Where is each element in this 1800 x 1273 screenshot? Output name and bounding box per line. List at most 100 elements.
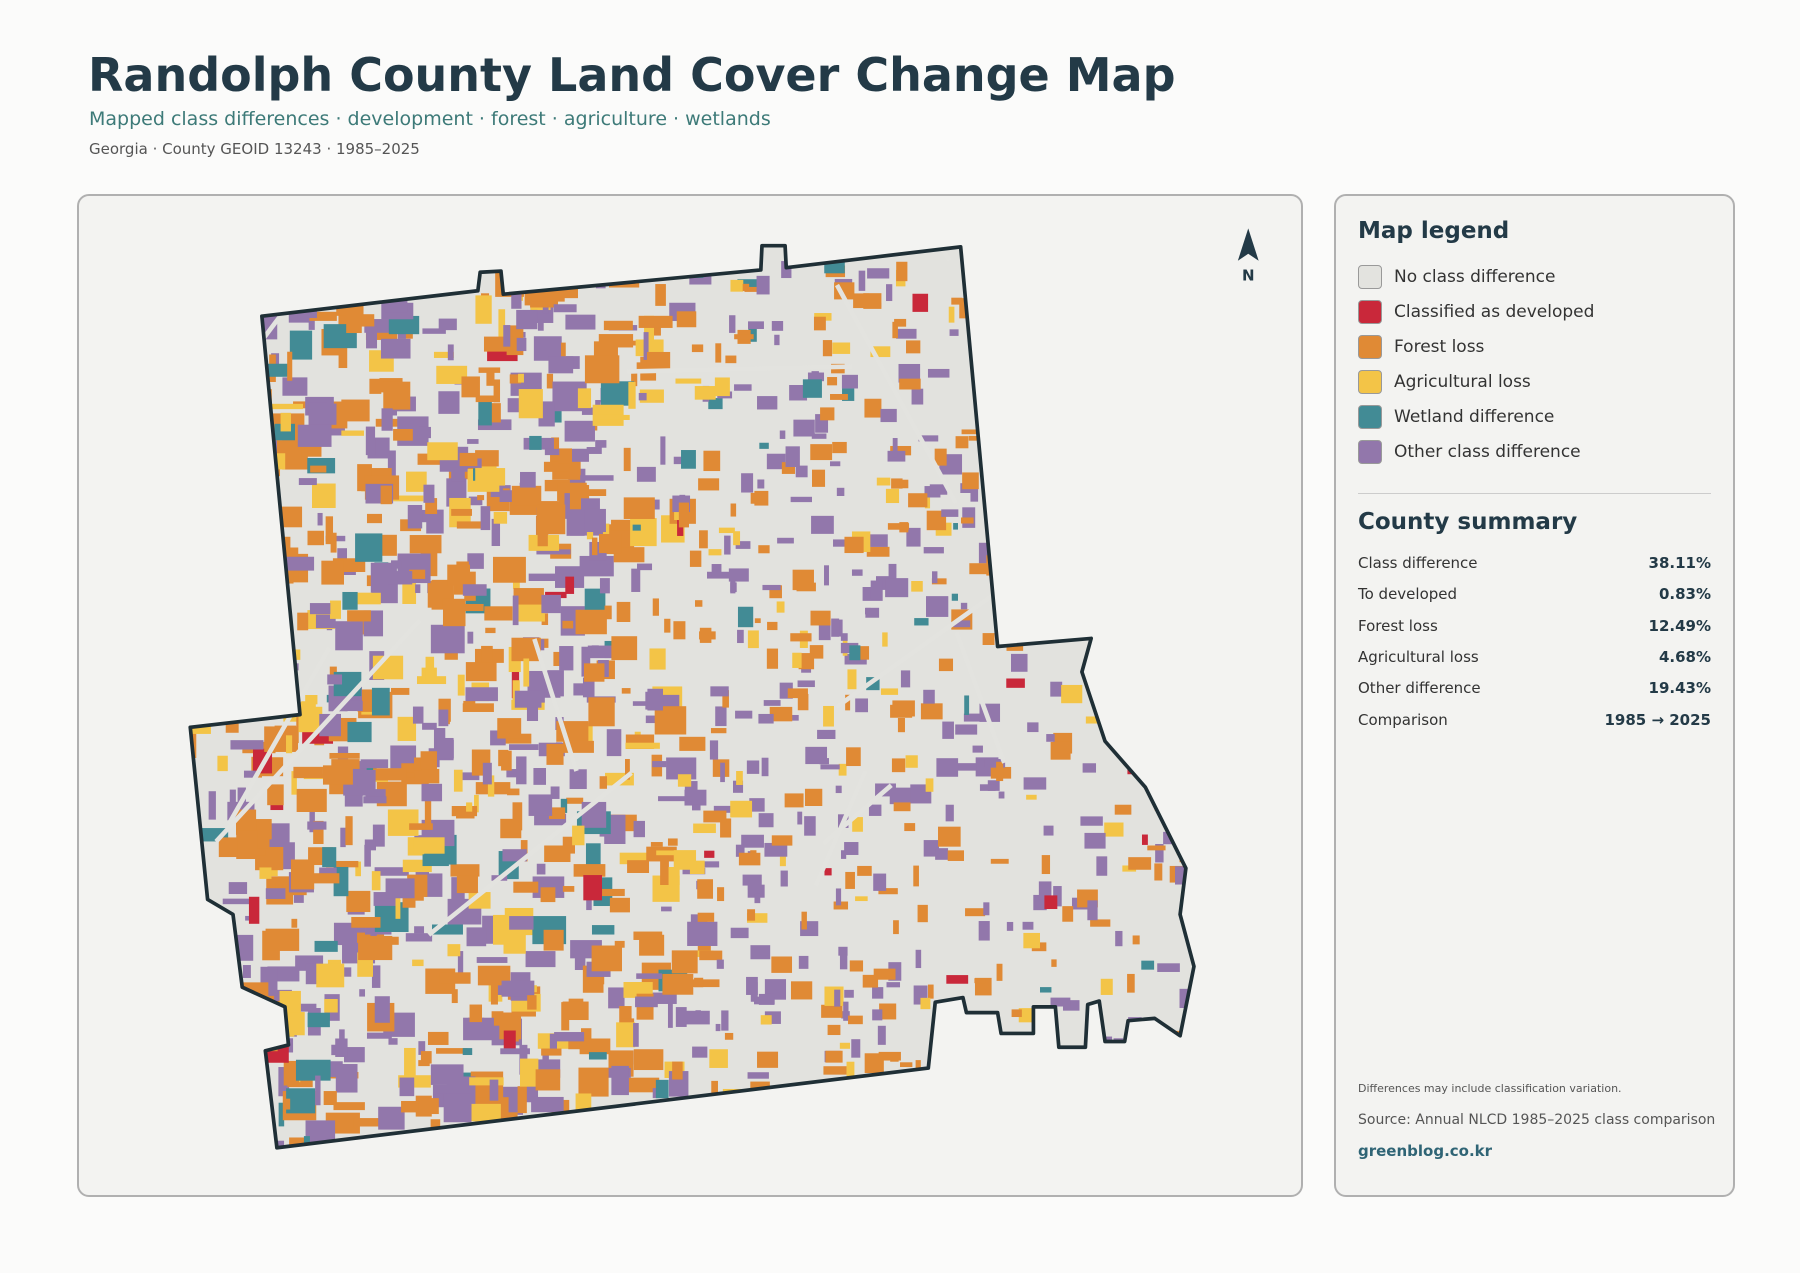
change-patch: [1133, 309, 1156, 326]
change-patch: [602, 888, 625, 897]
change-patch: [932, 571, 938, 584]
change-patch: [208, 972, 233, 992]
change-patch: [235, 538, 249, 565]
change-patch: [625, 742, 660, 749]
change-patch: [889, 787, 911, 805]
change-patch: [193, 1133, 210, 1148]
change-patch: [217, 1007, 241, 1020]
change-patch: [983, 902, 990, 916]
change-patch: [506, 769, 519, 778]
change-patch: [715, 343, 722, 363]
change-patch: [220, 486, 231, 501]
change-patch: [484, 606, 513, 621]
change-patch: [500, 818, 522, 839]
change-patch: [823, 1066, 847, 1075]
change-patch: [1193, 503, 1194, 521]
change-patch: [466, 927, 487, 947]
change-patch: [466, 802, 473, 812]
change-patch: [465, 662, 497, 682]
change-patch: [737, 629, 744, 644]
change-patch: [331, 759, 360, 769]
change-patch: [596, 245, 619, 265]
change-patch: [825, 1050, 843, 1063]
change-patch: [1160, 1145, 1174, 1148]
change-patch: [208, 310, 222, 341]
change-patch: [1015, 492, 1023, 511]
change-patch: [639, 934, 665, 956]
change-patch: [611, 519, 632, 531]
change-patch: [886, 284, 893, 302]
change-patch: [1112, 712, 1135, 723]
change-patch: [662, 973, 694, 995]
change-patch: [393, 429, 413, 441]
change-patch: [566, 797, 584, 804]
change-patch: [346, 305, 362, 334]
change-patch: [679, 736, 706, 751]
change-patch: [235, 319, 248, 339]
change-patch: [603, 523, 610, 538]
change-patch: [203, 485, 230, 506]
change-patch: [383, 381, 411, 410]
legend-item: Forest loss: [1358, 335, 1484, 359]
change-patch: [970, 263, 983, 281]
change-patch: [330, 600, 341, 619]
change-patch: [955, 436, 969, 449]
change-patch: [201, 513, 230, 535]
change-patch: [560, 798, 568, 813]
change-patch: [559, 646, 574, 671]
change-patch: [609, 897, 630, 913]
change-patch: [636, 466, 656, 482]
change-patch: [1115, 930, 1123, 947]
change-patch: [1068, 552, 1087, 570]
change-patch: [918, 435, 939, 442]
change-patch: [750, 945, 771, 960]
change-patch: [818, 620, 831, 641]
change-patch: [487, 775, 495, 797]
change-patch: [766, 453, 786, 470]
change-patch: [595, 440, 607, 448]
change-patch: [518, 389, 543, 419]
change-patch: [926, 1082, 946, 1097]
change-patch: [1082, 763, 1097, 773]
change-patch: [1157, 1081, 1164, 1092]
change-patch: [442, 598, 466, 627]
change-patch: [591, 645, 599, 653]
change-patch: [366, 763, 377, 775]
change-patch: [407, 505, 423, 529]
change-patch: [385, 878, 415, 899]
change-patch: [797, 693, 809, 711]
change-patch: [1044, 895, 1058, 910]
change-patch: [872, 987, 884, 999]
change-patch: [888, 563, 897, 585]
change-patch: [483, 1122, 515, 1134]
change-patch: [225, 661, 233, 681]
change-patch: [787, 688, 808, 699]
change-patch: [970, 481, 979, 502]
change-patch: [830, 461, 841, 467]
change-patch: [232, 674, 267, 689]
change-patch: [477, 965, 511, 986]
summary-value: 38.11%: [1648, 554, 1711, 572]
change-patch: [573, 683, 586, 696]
change-patch: [953, 523, 958, 530]
change-patch: [291, 771, 297, 795]
change-patch: [503, 924, 526, 954]
change-patch: [502, 849, 527, 862]
change-patch: [873, 1140, 893, 1148]
change-patch: [1167, 446, 1173, 455]
change-patch: [703, 450, 721, 472]
change-patch: [220, 1030, 246, 1051]
change-patch: [203, 475, 228, 491]
change-patch: [878, 1051, 901, 1061]
change-patch: [597, 414, 630, 420]
change-patch: [677, 774, 692, 787]
legend-swatch: [1358, 405, 1382, 429]
change-patch: [245, 1031, 277, 1047]
change-patch: [855, 698, 869, 713]
change-patch: [819, 1150, 826, 1156]
change-patch: [790, 981, 813, 1000]
change-patch: [656, 850, 684, 856]
change-patch: [698, 478, 720, 491]
change-patch: [211, 309, 227, 331]
change-patch: [330, 250, 352, 258]
